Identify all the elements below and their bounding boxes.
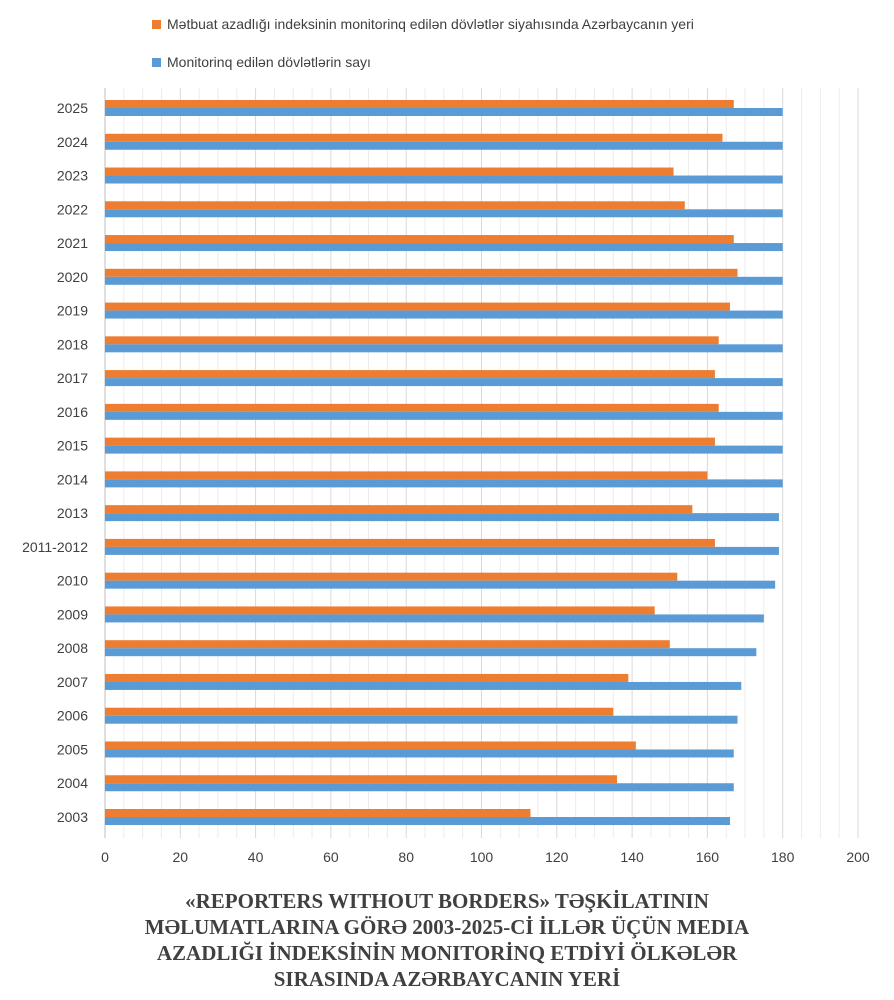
bar-rank bbox=[105, 707, 614, 716]
bar-rank bbox=[105, 133, 723, 142]
x-tick-label: 160 bbox=[696, 849, 720, 865]
bar-count bbox=[105, 546, 779, 555]
y-tick-label: 2003 bbox=[57, 809, 88, 825]
y-tick-label: 2007 bbox=[57, 674, 88, 690]
y-tick-label: 2011-2012 bbox=[22, 539, 88, 555]
x-tick-label: 40 bbox=[248, 849, 264, 865]
x-tick-label: 200 bbox=[846, 849, 870, 865]
y-tick-label: 2015 bbox=[57, 438, 88, 454]
legend-label-count: Monitorinq edilən dövlətlərin sayı bbox=[167, 54, 371, 70]
bar-rank bbox=[105, 471, 708, 480]
bar-rank bbox=[105, 538, 715, 547]
caption-line-1: «REPORTERS WITHOUT BORDERS» TƏŞKİLATININ bbox=[185, 889, 709, 913]
chart-caption: «REPORTERS WITHOUT BORDERS» TƏŞKİLATININ… bbox=[0, 888, 894, 992]
bar-count bbox=[105, 276, 783, 285]
y-tick-label: 2006 bbox=[57, 708, 88, 724]
y-tick-label: 2008 bbox=[57, 640, 88, 656]
y-tick-label: 2009 bbox=[57, 606, 88, 622]
y-tick-label: 2020 bbox=[57, 269, 88, 285]
bar-count bbox=[105, 749, 734, 758]
bar-count bbox=[105, 783, 734, 792]
bar-rank bbox=[105, 572, 678, 581]
caption-line-3: AZADLIĞI İNDEKSİNİN MONITORİNQ ETDİYİ ÖL… bbox=[156, 941, 738, 965]
y-tick-label: 2023 bbox=[57, 168, 88, 184]
bar-rank bbox=[105, 606, 655, 615]
bar-rank bbox=[105, 167, 674, 176]
bar-count bbox=[105, 243, 783, 252]
y-tick-label: 2010 bbox=[57, 573, 88, 589]
y-tick-label: 2014 bbox=[57, 471, 88, 487]
bar-rank bbox=[105, 370, 715, 379]
bar-count bbox=[105, 141, 783, 150]
y-tick-label: 2024 bbox=[57, 134, 88, 150]
legend-item-count: Monitorinq edilən dövlətlərin sayı bbox=[152, 52, 694, 72]
y-tick-label: 2018 bbox=[57, 336, 88, 352]
y-tick-label: 2016 bbox=[57, 404, 88, 420]
bar-count bbox=[105, 411, 783, 420]
x-tick-label: 100 bbox=[470, 849, 494, 865]
x-tick-label: 180 bbox=[771, 849, 795, 865]
bar-rank bbox=[105, 235, 734, 244]
legend-swatch-count bbox=[152, 57, 161, 67]
bar-count bbox=[105, 648, 757, 657]
bar-count bbox=[105, 715, 738, 724]
bar-rank bbox=[105, 640, 670, 649]
bar-count bbox=[105, 580, 776, 589]
bar-count bbox=[105, 445, 783, 454]
y-tick-label: 2025 bbox=[57, 100, 88, 116]
y-tick-label: 2013 bbox=[57, 505, 88, 521]
legend-item-rank: Mətbuat azadlığı indeksinin monitorinq e… bbox=[152, 14, 694, 34]
bar-rank bbox=[105, 100, 734, 108]
caption-line-4: SIRASINDA AZƏRBAYCANIN YERİ bbox=[273, 967, 621, 991]
bar-count bbox=[105, 344, 783, 353]
x-tick-label: 80 bbox=[398, 849, 414, 865]
x-tick-label: 140 bbox=[620, 849, 644, 865]
bar-rank bbox=[105, 809, 531, 817]
bar-count bbox=[105, 175, 783, 184]
caption-line-2: MƏLUMATLARINA GÖRƏ 2003-2025-Cİ İLLƏR ÜÇ… bbox=[144, 915, 750, 939]
bar-count bbox=[105, 108, 783, 116]
bar-chart: 2003 2004 2005 2006 2007 2008 2009 2010 2011-201… bbox=[22, 88, 870, 865]
x-tick-label: 0 bbox=[101, 849, 109, 865]
x-tick-label: 120 bbox=[545, 849, 569, 865]
legend-swatch-rank bbox=[152, 19, 161, 29]
legend-label-rank: Mətbuat azadlığı indeksinin monitorinq e… bbox=[167, 16, 694, 32]
y-tick-label: 2005 bbox=[57, 741, 88, 757]
bar-rank bbox=[105, 268, 738, 277]
y-tick-label: 2022 bbox=[57, 201, 88, 217]
bar-count bbox=[105, 513, 779, 522]
bar-rank bbox=[105, 437, 715, 446]
y-tick-label: 2004 bbox=[57, 775, 88, 791]
bar-rank bbox=[105, 201, 685, 210]
y-tick-label: 2017 bbox=[57, 370, 88, 386]
bar-rank bbox=[105, 775, 618, 784]
bar-count bbox=[105, 614, 764, 623]
bar-count bbox=[105, 310, 783, 319]
y-axis-labels: 2003 2004 2005 2006 2007 2008 2009 2010 2011-201… bbox=[22, 100, 88, 825]
x-tick-label: 20 bbox=[173, 849, 189, 865]
bar-count bbox=[105, 479, 783, 488]
bar-count bbox=[105, 209, 783, 218]
y-tick-label: 2021 bbox=[57, 235, 88, 251]
y-tick-label: 2019 bbox=[57, 303, 88, 319]
chart-bars bbox=[105, 100, 783, 825]
bar-rank bbox=[105, 336, 719, 345]
bar-rank bbox=[105, 673, 629, 682]
bar-rank bbox=[105, 302, 730, 311]
bar-rank bbox=[105, 403, 719, 412]
chart-gridlines bbox=[104, 88, 859, 838]
chart-legend: Mətbuat azadlığı indeksinin monitorinq e… bbox=[152, 14, 694, 90]
x-tick-label: 60 bbox=[323, 849, 339, 865]
bar-rank bbox=[105, 505, 693, 514]
bar-count bbox=[105, 681, 742, 690]
bar-count bbox=[105, 817, 730, 825]
bar-rank bbox=[105, 741, 636, 750]
bar-count bbox=[105, 378, 783, 387]
x-axis-labels: 0 20 40 60 80 100 120 140 160 180 200 bbox=[101, 849, 870, 865]
